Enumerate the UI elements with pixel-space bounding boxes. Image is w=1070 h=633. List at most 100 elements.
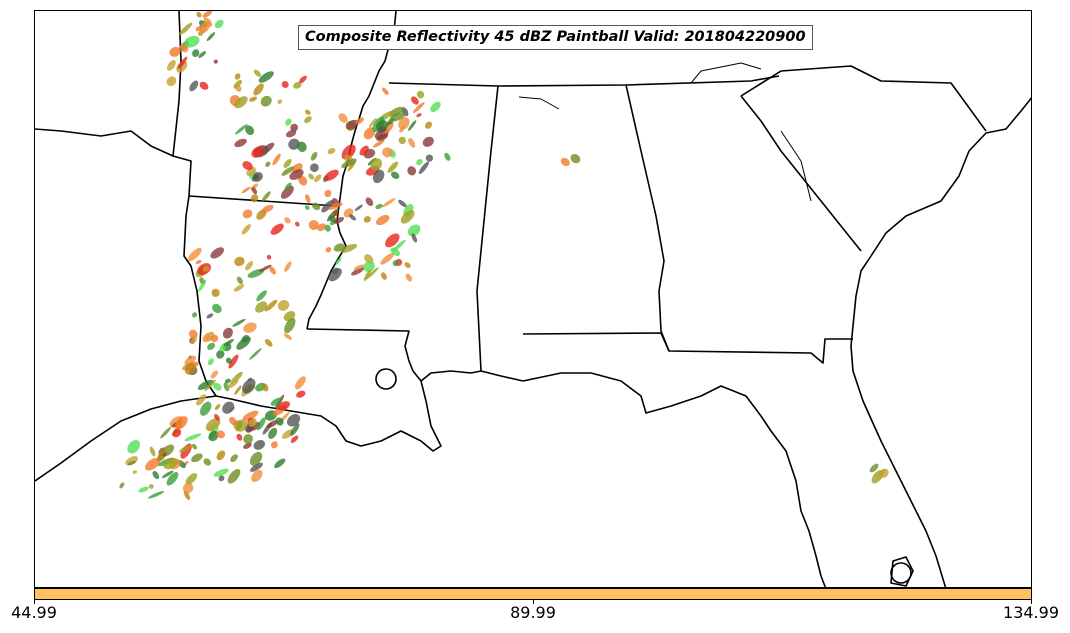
colorbar-tick [34,600,35,604]
reflectivity-blob [341,144,356,160]
reflectivity-blob [197,379,214,390]
reflectivity-blob [327,147,336,155]
reflectivity-blob [363,261,375,272]
reflectivity-blob [243,442,252,449]
reflectivity-blob [234,83,242,92]
reflectivity-blob [376,214,390,226]
reflectivity-blob [264,339,273,347]
reflectivity-blob [324,224,331,232]
reflectivity-blob [195,25,203,32]
reflectivity-blob [198,51,207,58]
reflectivity-blob [392,260,399,267]
reflectivity-blob [233,284,245,292]
reflectivity-blob [216,450,226,461]
reflectivity-blob [255,301,268,313]
lake-okeechobee-icon [890,556,914,587]
reflectivity-blob [184,35,200,48]
reflectivity-blob [222,401,235,414]
reflectivity-blob [253,69,261,77]
reflectivity-blob [284,261,292,272]
reflectivity-blob [172,428,182,438]
louisiana-west-border [183,195,217,397]
reflectivity-blob [256,290,267,302]
reflectivity-blob [200,401,212,416]
reflectivity-blob [214,414,220,421]
gulf-coastline-texas [35,395,217,482]
river-line [518,96,560,110]
reflectivity-blob [210,247,225,259]
reflectivity-blob [333,211,339,217]
reflectivity-blob [304,109,311,115]
reflectivity-blob [378,126,386,134]
reflectivity-blob [328,268,342,282]
reflectivity-blob [277,401,290,411]
reflectivity-blob [125,456,138,466]
reflectivity-blob [157,447,167,460]
reflectivity-blob [259,264,272,272]
reflectivity-blob [235,419,248,432]
reflectivity-blob [179,22,193,35]
reflectivity-blob [252,172,263,182]
reflectivity-blob [412,102,425,114]
reflectivity-blob [387,161,399,173]
reflectivity-blob [312,202,321,211]
reflectivity-blob [253,83,264,96]
reflectivity-blob [264,299,278,312]
reflectivity-blob [242,378,256,394]
reflectivity-blob [184,362,197,375]
reflectivity-blob [176,60,188,73]
reflectivity-blob [400,210,415,224]
reflectivity-blob [202,333,210,343]
reflectivity-blob [283,159,292,168]
reflectivity-blob [289,169,304,180]
reflectivity-blob [224,378,231,384]
reflectivity-blob [226,380,239,389]
reflectivity-blob [385,233,400,248]
reflectivity-blob [325,247,332,253]
reflectivity-blob [341,158,357,169]
reflectivity-blob [310,163,319,173]
reflectivity-blob [304,116,312,124]
gulf-coastline-central [420,370,524,382]
atlantic-coastline [850,97,1031,587]
reflectivity-blob [314,174,322,183]
reflectivity-blob [296,390,306,398]
reflectivity-blob [127,440,141,454]
reflectivity-blob [243,434,253,444]
reflectivity-blob [560,157,570,167]
reflectivity-blob [304,205,310,210]
reflectivity-blob [281,429,294,439]
reflectivity-blob [242,209,253,219]
reflectivity-blob [375,203,383,210]
reflectivity-blob [242,161,253,171]
reflectivity-blob [230,371,243,384]
reflectivity-blob [407,224,421,237]
reflectivity-blob [363,216,371,223]
reflectivity-blob [308,173,315,180]
reflectivity-blob [191,443,198,450]
reflectivity-blob [202,11,213,18]
reflectivity-blob [248,418,257,427]
reflectivity-blob [349,214,357,221]
reflectivity-blob [363,127,376,140]
reflectivity-blob [368,117,377,128]
reflectivity-blob [225,357,232,364]
reflectivity-blob [232,318,246,327]
reflectivity-blob [265,161,271,167]
reflectivity-blob [285,129,297,138]
reflectivity-blob [213,382,222,391]
reflectivity-blob [262,191,271,202]
reflectivity-blob [177,56,188,69]
map-title: Composite Reflectivity 45 dBZ Paintball … [298,25,813,50]
reflectivity-blob [199,20,211,34]
reflectivity-blob [148,484,154,489]
reflectivity-blob [138,486,149,493]
reflectivity-blob [370,158,383,171]
reflectivity-blob [147,491,165,499]
reflectivity-blob [195,259,202,265]
reflectivity-blob [335,257,342,265]
reflectivity-blob [234,256,245,267]
reflectivity-blob [234,138,247,148]
reflectivity-blob [214,19,224,29]
map-panel: Composite Reflectivity 45 dBZ Paintball … [34,10,1032,588]
